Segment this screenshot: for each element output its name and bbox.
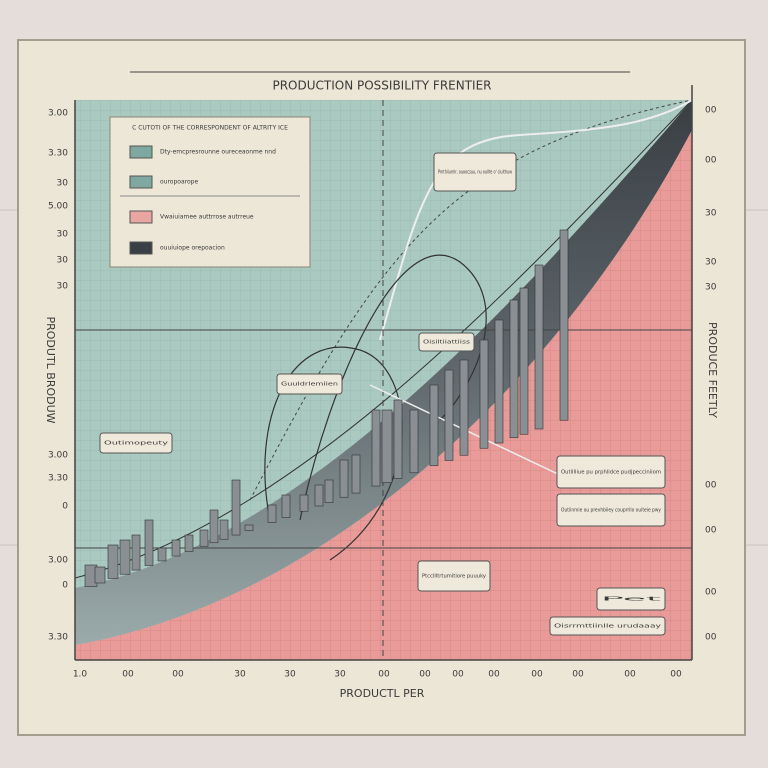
annotation-text: Oisrrmttiinlle urudaaay <box>554 624 661 630</box>
bar <box>171 539 181 557</box>
bar <box>409 409 419 474</box>
bar <box>184 534 194 552</box>
y-tick-label: 3.00 <box>48 451 68 461</box>
bar <box>371 409 381 487</box>
y2-tick-label: 00 <box>705 526 717 536</box>
bar <box>144 519 154 566</box>
y2-tick-label: 30 <box>705 209 717 219</box>
annotation-box <box>276 373 343 395</box>
y-tick-label: 3.00 <box>48 556 68 566</box>
y2-tick-label: 00 <box>705 633 717 643</box>
legend-entry: ouropoarope <box>160 179 198 186</box>
y-tick-label: 5.00 <box>48 202 68 212</box>
bar <box>444 369 454 461</box>
bar <box>94 566 106 584</box>
annotation-text: Outimopeuty <box>104 441 168 447</box>
legend-entry: Dty-emcpresrounne oureceaonme nnd <box>160 149 276 156</box>
annotation-text: Pmthiiumlr, ouoocsuu, nu oullte o' ciuit… <box>438 170 512 176</box>
bar <box>231 479 241 536</box>
bar <box>429 384 439 467</box>
bar <box>351 454 361 494</box>
annotation-box <box>556 455 666 489</box>
bar <box>107 544 119 579</box>
legend-entry: Vwaiuiamee auttrrose autrreue <box>160 214 254 221</box>
x-tick-label: 00 <box>488 670 500 680</box>
annotation-box <box>418 332 475 352</box>
bar <box>199 529 209 547</box>
annotation-box <box>596 587 666 611</box>
x-tick-label: 00 <box>452 670 464 680</box>
x-tick-label: 00 <box>624 670 636 680</box>
x-label: PRODUCTL PER <box>340 687 425 700</box>
bar <box>219 519 229 540</box>
x-tick-label: 1.0 <box>73 670 88 680</box>
bar <box>479 339 489 449</box>
bar <box>393 399 403 479</box>
y2-tick-label: 30 <box>705 283 717 293</box>
x-tick-label: 30 <box>234 670 246 680</box>
x-tick-label: 30 <box>284 670 296 680</box>
legend-entry: ouuiuiope orepoacion <box>160 245 225 252</box>
y-tick-label: 3.30 <box>48 149 68 159</box>
bar <box>494 319 504 444</box>
annotation-text: Outiinmie ou prevhbiiey couprrilo ouitei… <box>561 508 661 514</box>
annotation-box <box>99 432 173 454</box>
bar <box>459 359 469 456</box>
bar <box>157 547 167 562</box>
legend-title: C CUTOTI OF THE CORRESPONDENT OF ALTRITY… <box>132 125 288 132</box>
bar <box>119 539 131 575</box>
bar <box>509 299 519 439</box>
legend: C CUTOTI OF THE CORRESPONDENT OF ALTRITY… <box>109 116 311 268</box>
y-tick-label: 3.00 <box>48 109 68 119</box>
bar <box>559 229 569 421</box>
y-label: PRODUTL BRODUW <box>44 316 57 423</box>
bar <box>324 479 334 503</box>
y-tick-label: 0 <box>62 502 68 512</box>
x-tick-label: 00 <box>572 670 584 680</box>
y2-tick-label: 30 <box>705 258 717 268</box>
annotation-text: Oisiltiiattiiss <box>423 340 471 346</box>
x-tick-label: 30 <box>334 670 346 680</box>
annotation-text: Ptccllltrtumitiore puuuky <box>422 574 486 580</box>
annotation-box <box>549 616 666 636</box>
y-tick-label: 3.30 <box>48 633 68 643</box>
bar <box>519 287 529 435</box>
bar <box>381 409 393 483</box>
bar <box>299 494 309 512</box>
bar <box>209 509 219 544</box>
y-tick-label: 30 <box>57 230 69 240</box>
y-tick-label: 3.30 <box>48 474 68 484</box>
x-tick-label: 00 <box>172 670 184 680</box>
bar <box>281 494 291 518</box>
y-tick-label: 30 <box>57 179 69 189</box>
x-tick-label: 00 <box>670 670 682 680</box>
annotation-box <box>417 560 491 592</box>
y2-label: PRODUCE FEETLY <box>706 322 719 418</box>
annotation-text: Guuldrlemiien <box>281 382 338 388</box>
annotation-box <box>556 493 666 527</box>
y-tick-label: 30 <box>57 256 69 266</box>
bar <box>314 484 324 507</box>
bar <box>534 264 544 430</box>
bar <box>244 524 254 531</box>
y-tick-label: 30 <box>57 282 69 292</box>
x-tick-label: 00 <box>122 670 134 680</box>
x-tick-label: 00 <box>419 670 431 680</box>
y-tick-label: 0 <box>62 581 68 591</box>
annotation-box <box>433 152 517 192</box>
y2-tick-label: 00 <box>705 106 717 116</box>
title: PRODUCTION POSSIBILITY FRENTIER <box>272 79 491 93</box>
annotation-text: Outillliue pu prphlidce pudjpecciniiom <box>561 470 661 476</box>
bar <box>267 504 277 523</box>
y2-tick-label: 00 <box>705 156 717 166</box>
y2-tick-label: 00 <box>705 481 717 491</box>
layer: 3.00 3.30 30 5.00 30 30 30 3.00 3.30 0 3.00 0 3.30 1.… <box>48 106 717 680</box>
bar <box>131 534 141 571</box>
x-tick-label: 00 <box>531 670 543 680</box>
annotation-text: Pet <box>601 597 661 603</box>
bar <box>339 459 349 498</box>
x-tick-label: 00 <box>378 670 390 680</box>
y2-tick-label: 00 <box>705 588 717 598</box>
